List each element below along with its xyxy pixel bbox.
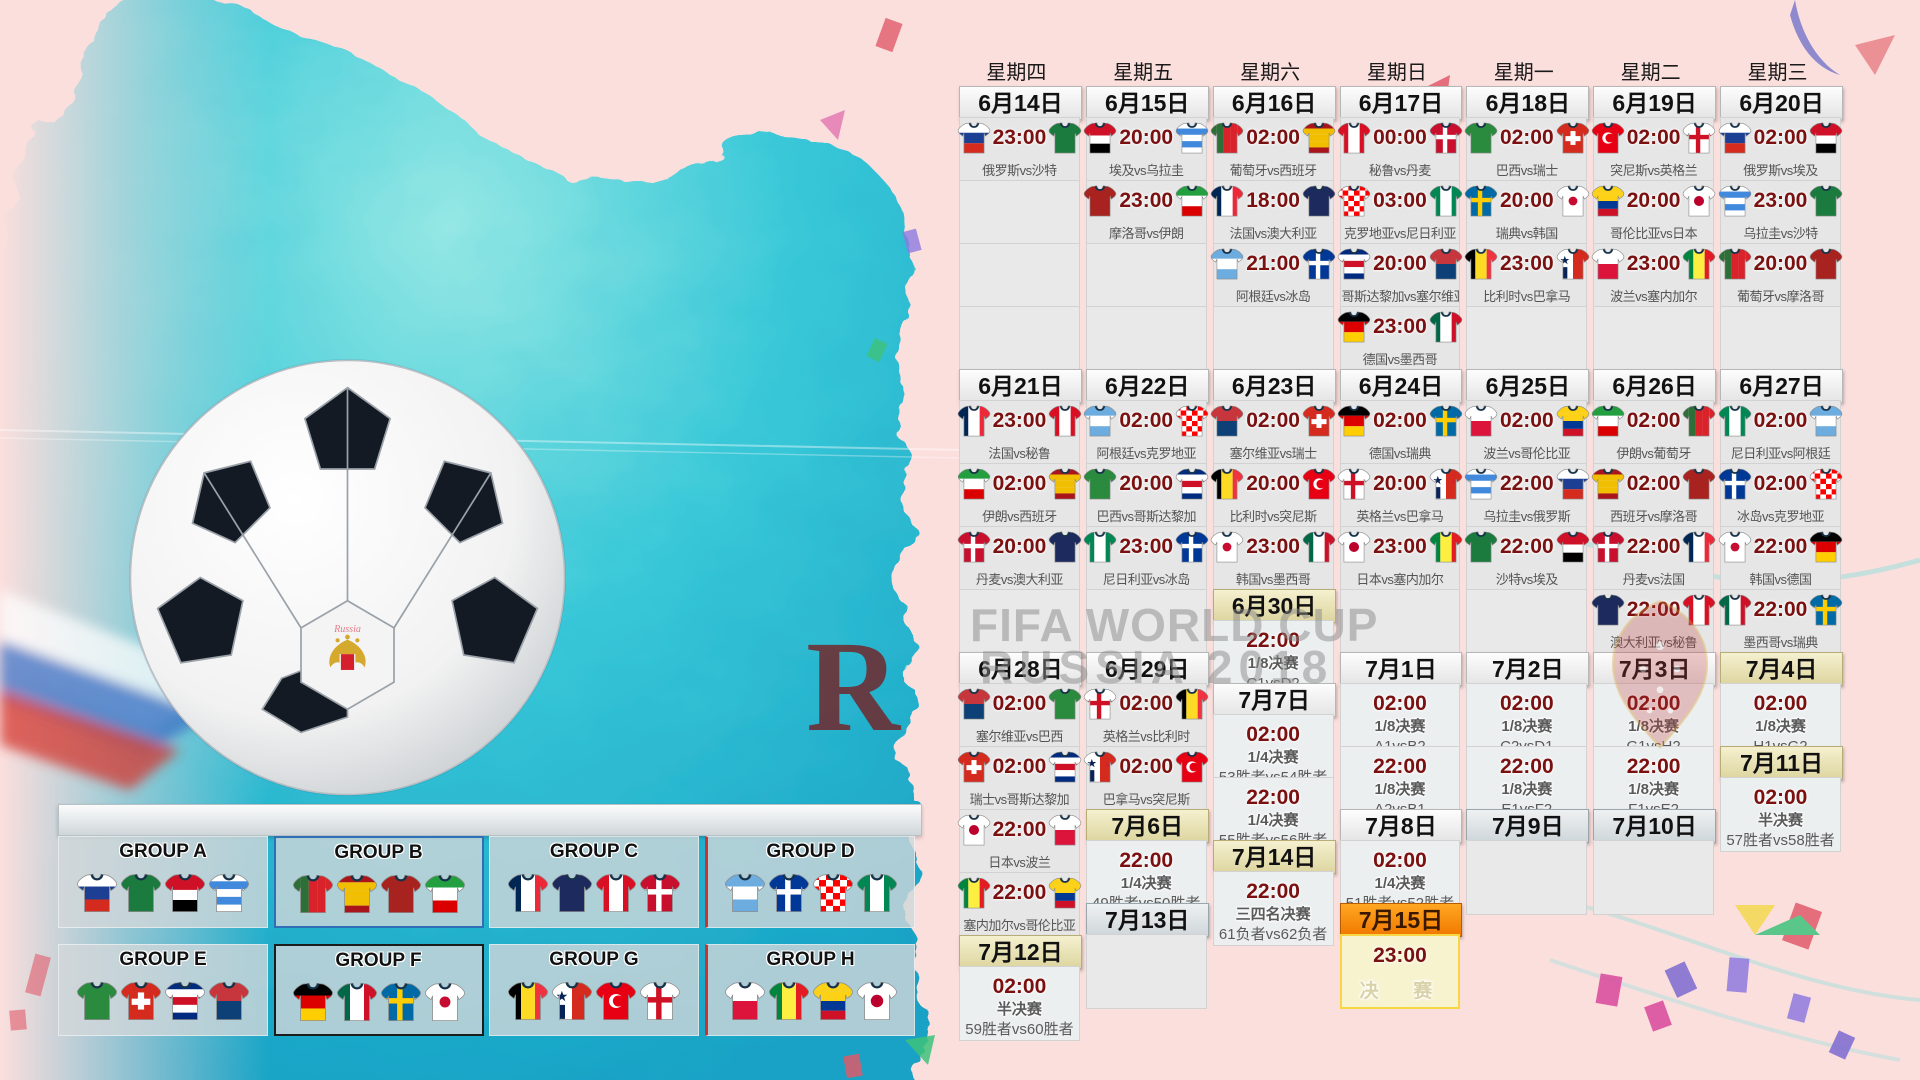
svg-text:R: R (806, 615, 902, 759)
svg-text:Russia: Russia (333, 624, 361, 635)
